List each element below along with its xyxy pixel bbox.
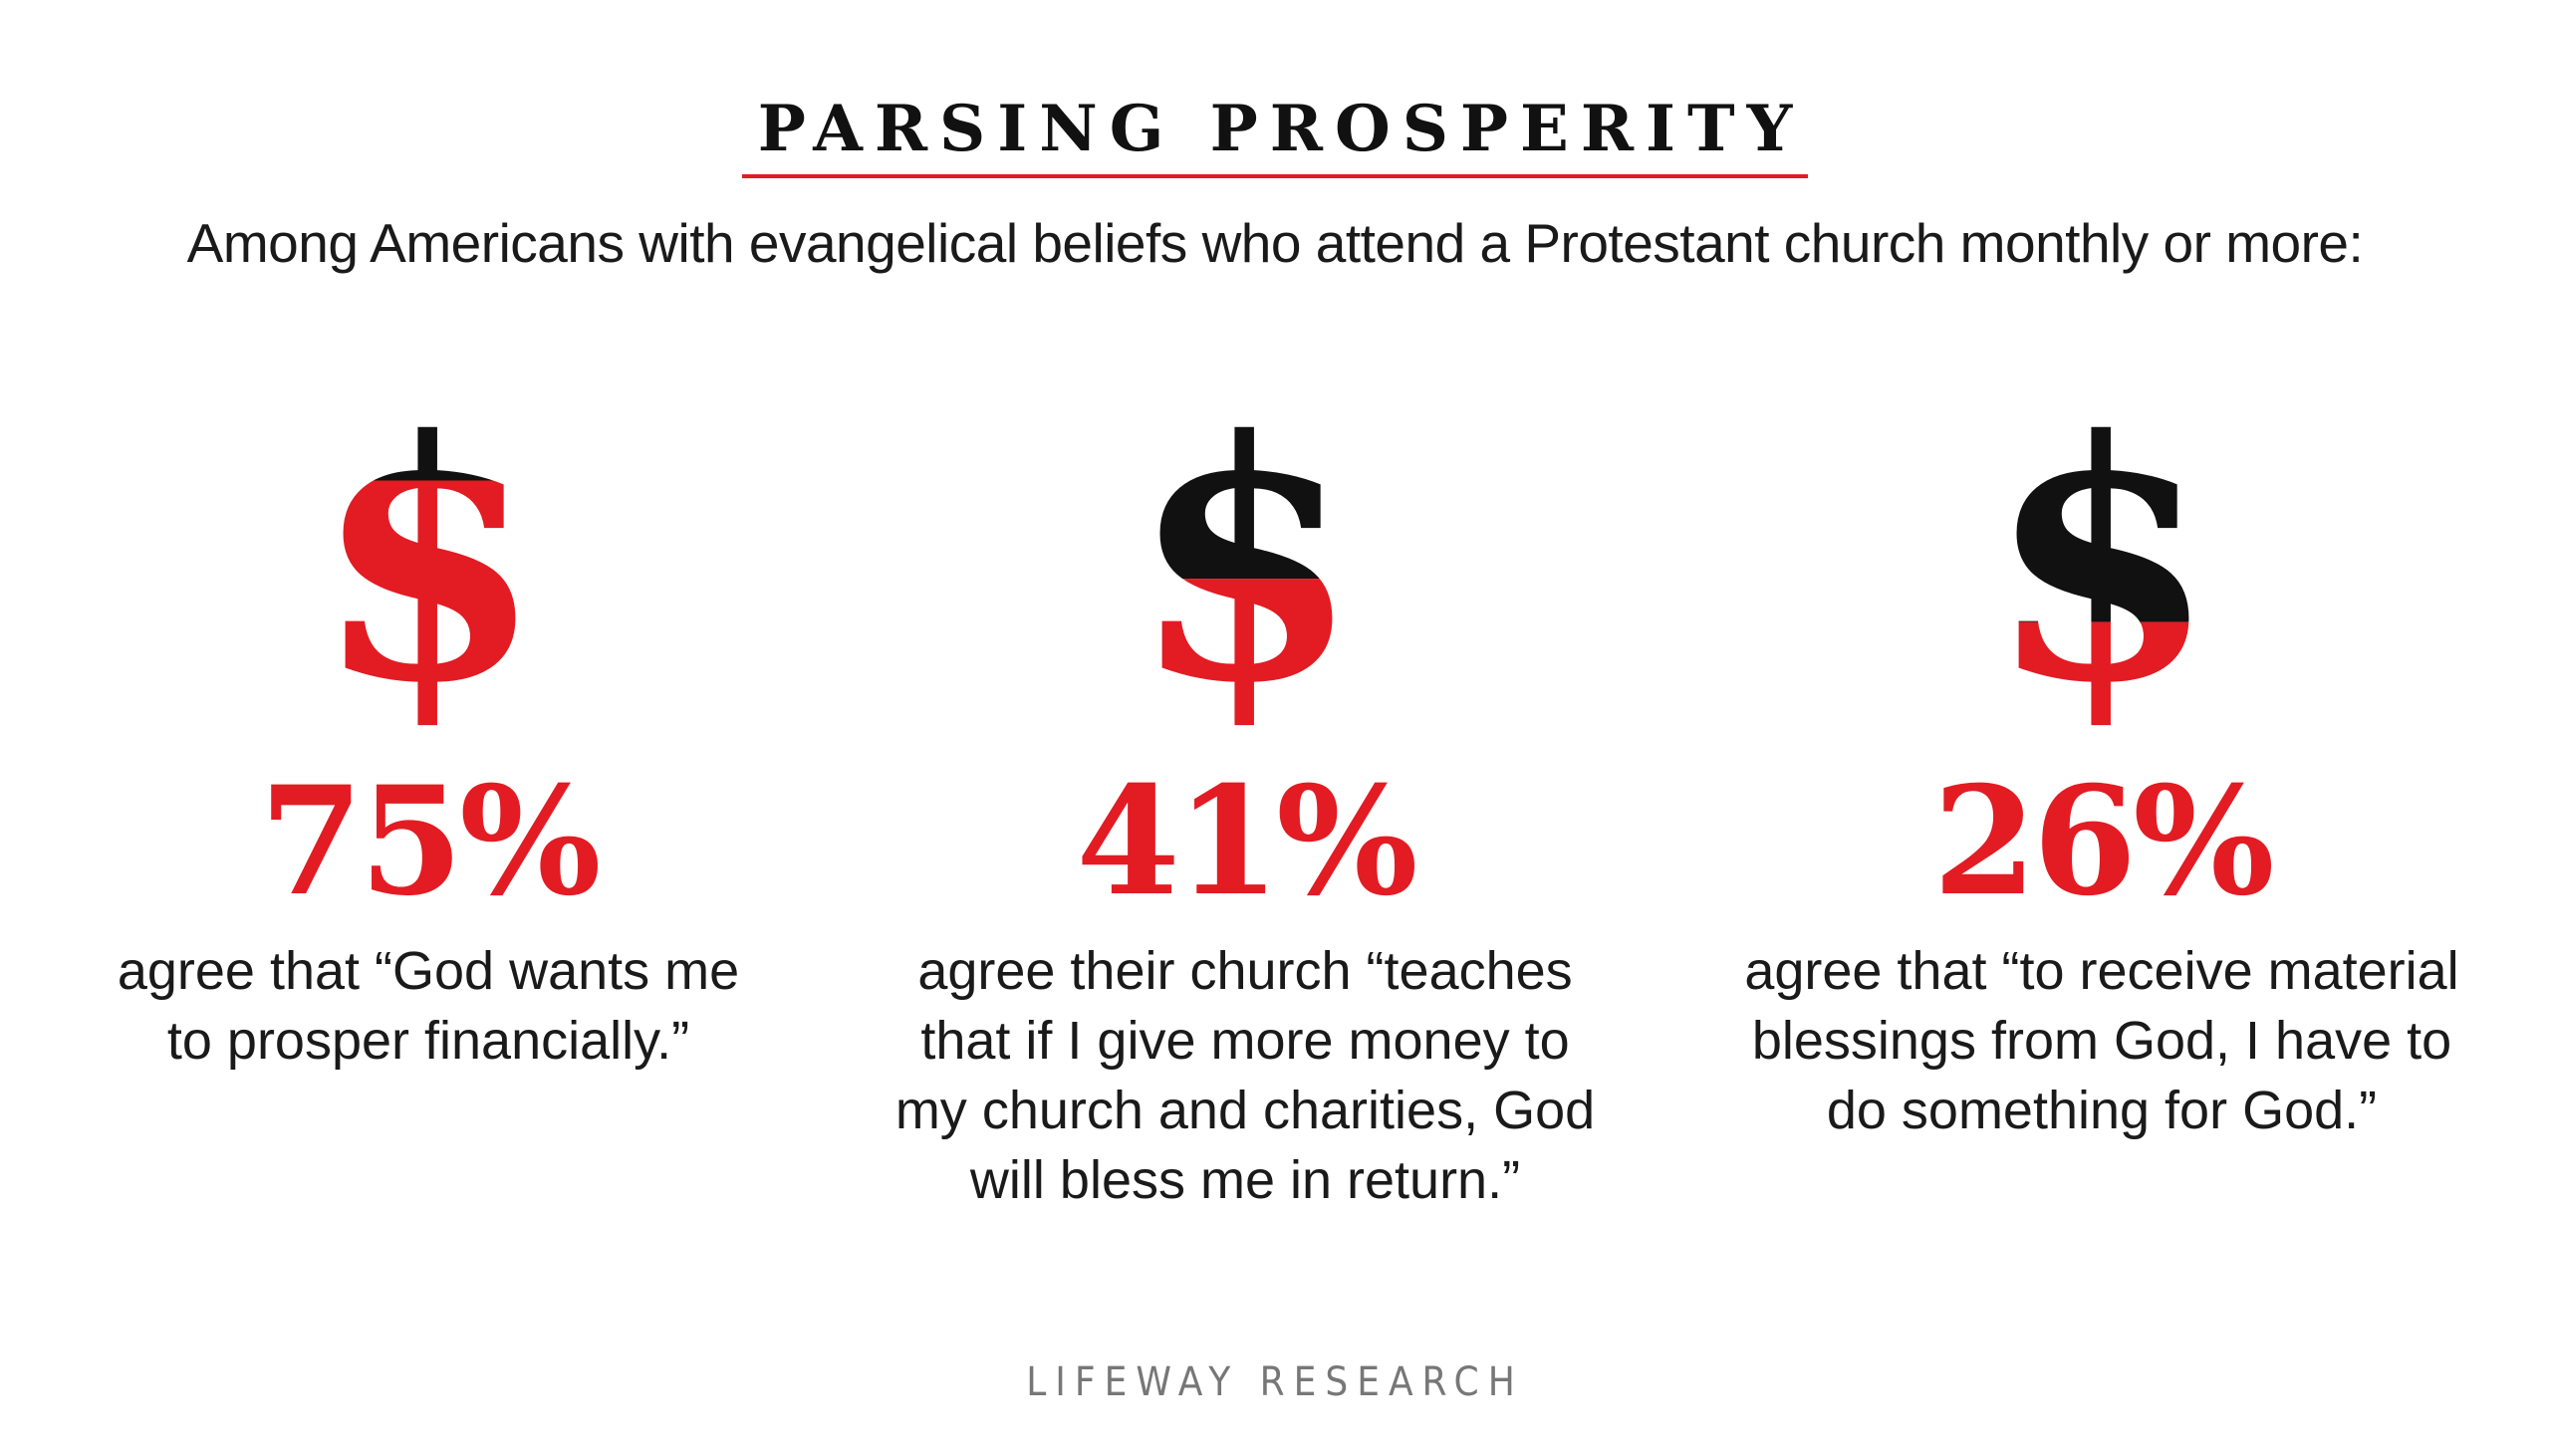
stat-description-line: agree their church “teaches xyxy=(917,941,1573,1001)
stat-card: $ 26% agree that “to receive material bl… xyxy=(1723,378,2480,1145)
stat-description-line: will bless me in return.” xyxy=(969,1150,1521,1210)
dollar-unfilled-portion xyxy=(1131,378,1360,580)
stat-description: agree their church “teaches that if I gi… xyxy=(867,936,1624,1215)
dollar-unfilled-portion xyxy=(1987,378,2216,622)
stat-description-line: agree that “to receive material xyxy=(1744,941,2459,1001)
stat-percentage: 26% xyxy=(1932,754,2274,929)
stat-description: agree that “God wants me to prosper fina… xyxy=(50,936,807,1076)
page-title: PARSING PROSPERITY xyxy=(741,94,1809,179)
stat-description-line: that if I give more money to xyxy=(920,1011,1570,1071)
footer-brand: LIFEWAY RESEARCH xyxy=(1026,1359,1524,1405)
dollar-unfilled-portion xyxy=(314,378,543,481)
dollar-filled-portion xyxy=(314,480,543,727)
stat-percentage: 75% xyxy=(259,754,601,929)
stat-description: agree that “to receive material blessing… xyxy=(1723,936,2480,1145)
stat-card: $ 41% agree their church “teaches that i… xyxy=(867,378,1624,1215)
stat-description-line: blessings from God, I have to xyxy=(1751,1011,2452,1071)
stat-card: $ 75% agree that “God wants me to prospe… xyxy=(50,378,807,1076)
stat-description-line: agree that “God wants me xyxy=(117,941,740,1001)
stat-description-line: do something for God.” xyxy=(1826,1081,2378,1140)
stat-description-line: to prosper financially.” xyxy=(166,1011,690,1071)
stat-percentage: 41% xyxy=(1076,754,1417,929)
page-subtitle: Among Americans with evangelical beliefs… xyxy=(186,212,2364,274)
dollar-filled-portion xyxy=(1987,621,2216,727)
dollar-filled-portion xyxy=(1131,579,1360,727)
stat-description-line: my church and charities, God xyxy=(894,1081,1596,1140)
dollar-sign-icon: $ xyxy=(1131,378,1360,727)
dollar-sign-icon: $ xyxy=(1987,378,2216,727)
dollar-sign-icon: $ xyxy=(314,378,543,727)
title-wrap: PARSING PROSPERITY xyxy=(0,94,2550,179)
